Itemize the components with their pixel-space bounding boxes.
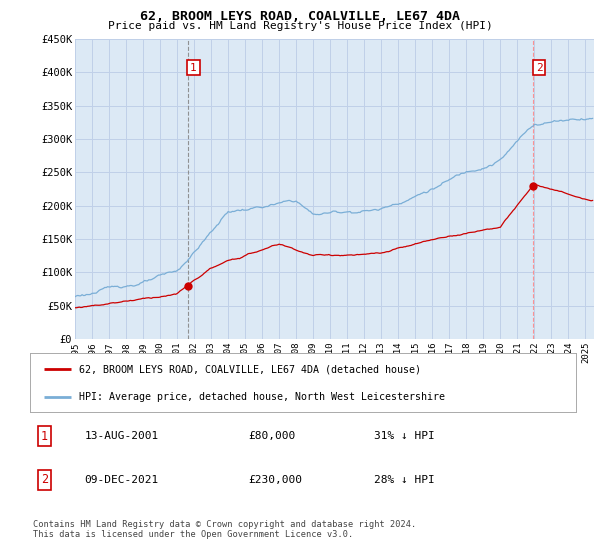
- Text: £80,000: £80,000: [248, 431, 296, 441]
- Text: 31% ↓ HPI: 31% ↓ HPI: [374, 431, 435, 441]
- Text: 62, BROOM LEYS ROAD, COALVILLE, LE67 4DA: 62, BROOM LEYS ROAD, COALVILLE, LE67 4DA: [140, 10, 460, 22]
- Text: 2: 2: [536, 63, 542, 72]
- Text: Price paid vs. HM Land Registry's House Price Index (HPI): Price paid vs. HM Land Registry's House …: [107, 21, 493, 31]
- Text: 1: 1: [41, 430, 48, 443]
- Text: 62, BROOM LEYS ROAD, COALVILLE, LE67 4DA (detached house): 62, BROOM LEYS ROAD, COALVILLE, LE67 4DA…: [79, 364, 421, 374]
- Text: HPI: Average price, detached house, North West Leicestershire: HPI: Average price, detached house, Nort…: [79, 393, 445, 403]
- Text: 09-DEC-2021: 09-DEC-2021: [85, 475, 159, 485]
- Text: 2: 2: [41, 473, 48, 486]
- Text: £230,000: £230,000: [248, 475, 302, 485]
- Text: Contains HM Land Registry data © Crown copyright and database right 2024.
This d: Contains HM Land Registry data © Crown c…: [33, 520, 416, 539]
- Text: 1: 1: [190, 63, 197, 72]
- Text: 13-AUG-2001: 13-AUG-2001: [85, 431, 159, 441]
- Text: 28% ↓ HPI: 28% ↓ HPI: [374, 475, 435, 485]
